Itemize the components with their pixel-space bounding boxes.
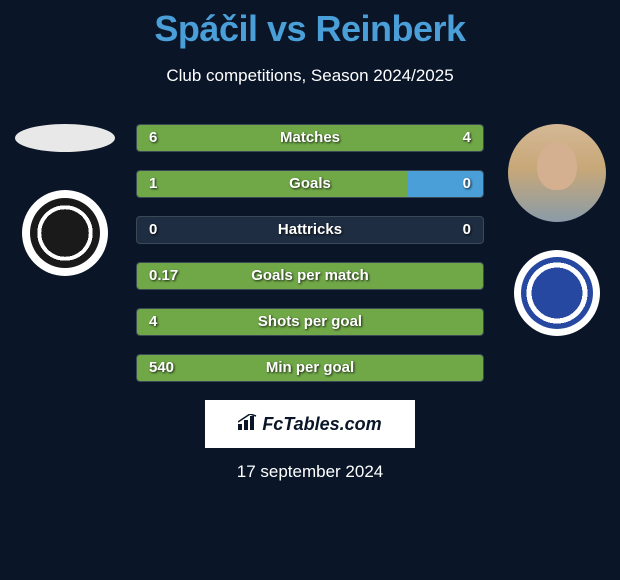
stat-value-right: 0 xyxy=(463,221,471,238)
player-left-avatar xyxy=(15,124,115,152)
stat-row: 1Goals0 xyxy=(136,170,484,198)
stat-label: Hattricks xyxy=(137,221,483,238)
stat-row: 540Min per goal xyxy=(136,354,484,382)
stat-row: 0.17Goals per match xyxy=(136,262,484,290)
stat-value-right: 0 xyxy=(463,175,471,192)
stat-label: Goals xyxy=(137,175,483,192)
stat-row: 0Hattricks0 xyxy=(136,216,484,244)
watermark-text: FcTables.com xyxy=(262,414,381,435)
stat-label: Matches xyxy=(137,129,483,146)
club-badge-right-icon xyxy=(521,257,593,329)
stat-value-right: 4 xyxy=(463,129,471,146)
season-subtitle: Club competitions, Season 2024/2025 xyxy=(0,66,620,86)
stat-label: Min per goal xyxy=(137,359,483,376)
chart-icon xyxy=(238,414,258,435)
club-badge-right xyxy=(514,250,600,336)
player-right-column xyxy=(502,124,612,336)
stat-row: 4Shots per goal xyxy=(136,308,484,336)
club-badge-left xyxy=(22,190,108,276)
player-left-column xyxy=(10,124,120,276)
player-right-avatar xyxy=(508,124,606,222)
stat-label: Shots per goal xyxy=(137,313,483,330)
comparison-date: 17 september 2024 xyxy=(0,462,620,482)
comparison-body: 6Matches41Goals00Hattricks00.17Goals per… xyxy=(0,124,620,382)
stat-row: 6Matches4 xyxy=(136,124,484,152)
stat-label: Goals per match xyxy=(137,267,483,284)
watermark-badge: FcTables.com xyxy=(205,400,415,448)
comparison-title: Spáčil vs Reinberk xyxy=(0,0,620,50)
stat-bars-container: 6Matches41Goals00Hattricks00.17Goals per… xyxy=(136,124,484,382)
club-badge-left-icon xyxy=(30,198,100,268)
